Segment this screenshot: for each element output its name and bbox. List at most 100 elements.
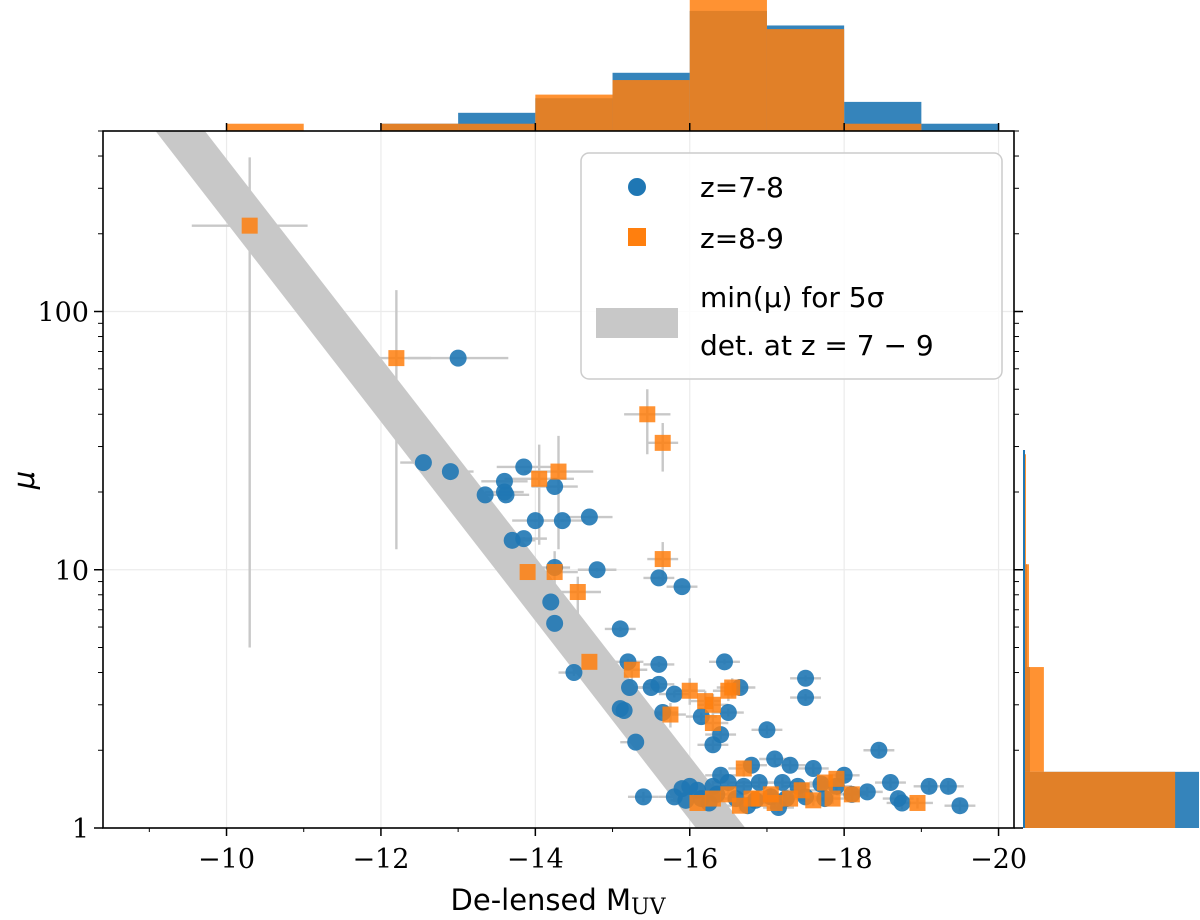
legend-label-z7-8: z=7-8 (700, 171, 784, 204)
top-hist-bar-orange (380, 123, 459, 131)
y-tick-label: 1 (72, 814, 89, 845)
point-z8-9 (531, 470, 548, 487)
legend-marker-band (596, 308, 678, 338)
point-z8-9 (662, 706, 679, 723)
point-z8-9 (654, 551, 671, 568)
point-z7-8 (893, 794, 911, 812)
x-tick-label: −16 (661, 844, 718, 875)
point-z7-8 (719, 704, 737, 722)
point-z7-8 (939, 777, 957, 795)
point-z7-8 (414, 454, 432, 472)
point-z7-8 (441, 463, 459, 481)
point-z8-9 (824, 790, 841, 807)
point-z8-9 (241, 217, 258, 234)
x-tick-label: −12 (352, 844, 409, 875)
point-z7-8 (621, 678, 639, 696)
top-hist-bar-orange (226, 123, 304, 131)
axis-ticks: −10 −12 −14 −16 −18 −20 1 10 100 (37, 123, 1027, 875)
x-tick-label: −18 (816, 844, 873, 875)
data-points (241, 217, 969, 817)
point-z8-9 (766, 794, 783, 811)
x-tick-label: −14 (507, 844, 564, 875)
point-z8-9 (909, 794, 926, 811)
legend-marker-square (628, 228, 646, 246)
point-z7-8 (715, 653, 733, 671)
point-z7-8 (449, 349, 467, 367)
point-z7-8 (553, 512, 571, 530)
point-z8-9 (735, 760, 752, 777)
point-z8-9 (704, 715, 721, 732)
top-hist-bar-orange (612, 80, 690, 131)
point-z7-8 (870, 741, 888, 759)
point-z7-8 (858, 783, 876, 801)
x-axis-label: De-lensed MUV (451, 883, 667, 920)
point-z8-9 (805, 792, 822, 809)
point-z8-9 (654, 434, 671, 451)
point-z7-8 (515, 458, 533, 476)
point-z7-8 (804, 759, 822, 777)
point-z7-8 (588, 561, 606, 579)
top-hist-bar-orange (689, 0, 767, 131)
point-z8-9 (724, 679, 741, 696)
point-z8-9 (828, 770, 845, 787)
point-z7-8 (615, 702, 633, 720)
point-z7-8 (650, 655, 668, 673)
point-z7-8 (766, 750, 784, 768)
right-hist-bar-orange (1024, 564, 1029, 668)
legend-label-z8-9: z=8-9 (700, 222, 784, 255)
point-z7-8 (673, 578, 691, 596)
top-histogram (226, 0, 999, 132)
point-z7-8 (951, 797, 969, 815)
point-z7-8 (650, 569, 668, 587)
point-z7-8 (634, 788, 652, 806)
right-hist-bar-orange (1024, 667, 1044, 772)
point-z8-9 (550, 463, 567, 480)
point-z8-9 (388, 350, 405, 367)
legend-label-band-line2: det. at z = 7 − 9 (700, 329, 934, 362)
point-z7-8 (627, 733, 645, 751)
top-hist-bar-orange (535, 94, 613, 131)
x-tick-label: −10 (198, 844, 255, 875)
point-z7-8 (758, 721, 776, 739)
point-z7-8 (920, 777, 938, 795)
top-hist-bar-blue (921, 123, 999, 131)
legend: z=7-8 z=8-9 min(μ) for 5σ det. at z = 7 … (580, 152, 1003, 380)
point-z7-8 (797, 669, 815, 687)
legend-marker-circle (628, 178, 646, 196)
plot-frame (102, 130, 1015, 829)
point-z8-9 (731, 797, 748, 814)
point-z8-9 (689, 794, 706, 811)
point-z7-8 (881, 774, 899, 792)
right-histogram (1023, 450, 1199, 828)
x-tick-label: −20 (970, 844, 1027, 875)
point-z7-8 (526, 512, 544, 530)
point-z7-8 (704, 736, 722, 754)
top-hist-bar-orange (458, 123, 536, 131)
point-z8-9 (704, 790, 721, 807)
point-z8-9 (546, 564, 563, 581)
point-z7-8 (515, 530, 533, 548)
point-z7-8 (495, 483, 513, 501)
point-z8-9 (751, 790, 768, 807)
y-tick-label: 100 (37, 298, 89, 329)
point-z7-8 (542, 593, 560, 611)
point-z7-8 (565, 664, 583, 682)
point-z8-9 (623, 661, 640, 678)
point-z8-9 (704, 696, 721, 713)
point-z8-9 (681, 682, 698, 699)
point-z7-8 (546, 614, 564, 632)
point-z7-8 (546, 478, 564, 496)
top-hist-bar-orange (844, 123, 922, 131)
y-tick-label: 10 (55, 556, 89, 587)
top-hist-bar-orange (766, 29, 845, 131)
point-z7-8 (797, 689, 815, 707)
point-z7-8 (781, 756, 799, 774)
point-z7-8 (476, 486, 494, 504)
point-z7-8 (665, 685, 683, 703)
point-z8-9 (843, 786, 860, 803)
point-z8-9 (519, 564, 536, 581)
point-z7-8 (580, 508, 598, 526)
point-z8-9 (639, 406, 656, 423)
right-hist-bar-orange (1024, 771, 1176, 828)
